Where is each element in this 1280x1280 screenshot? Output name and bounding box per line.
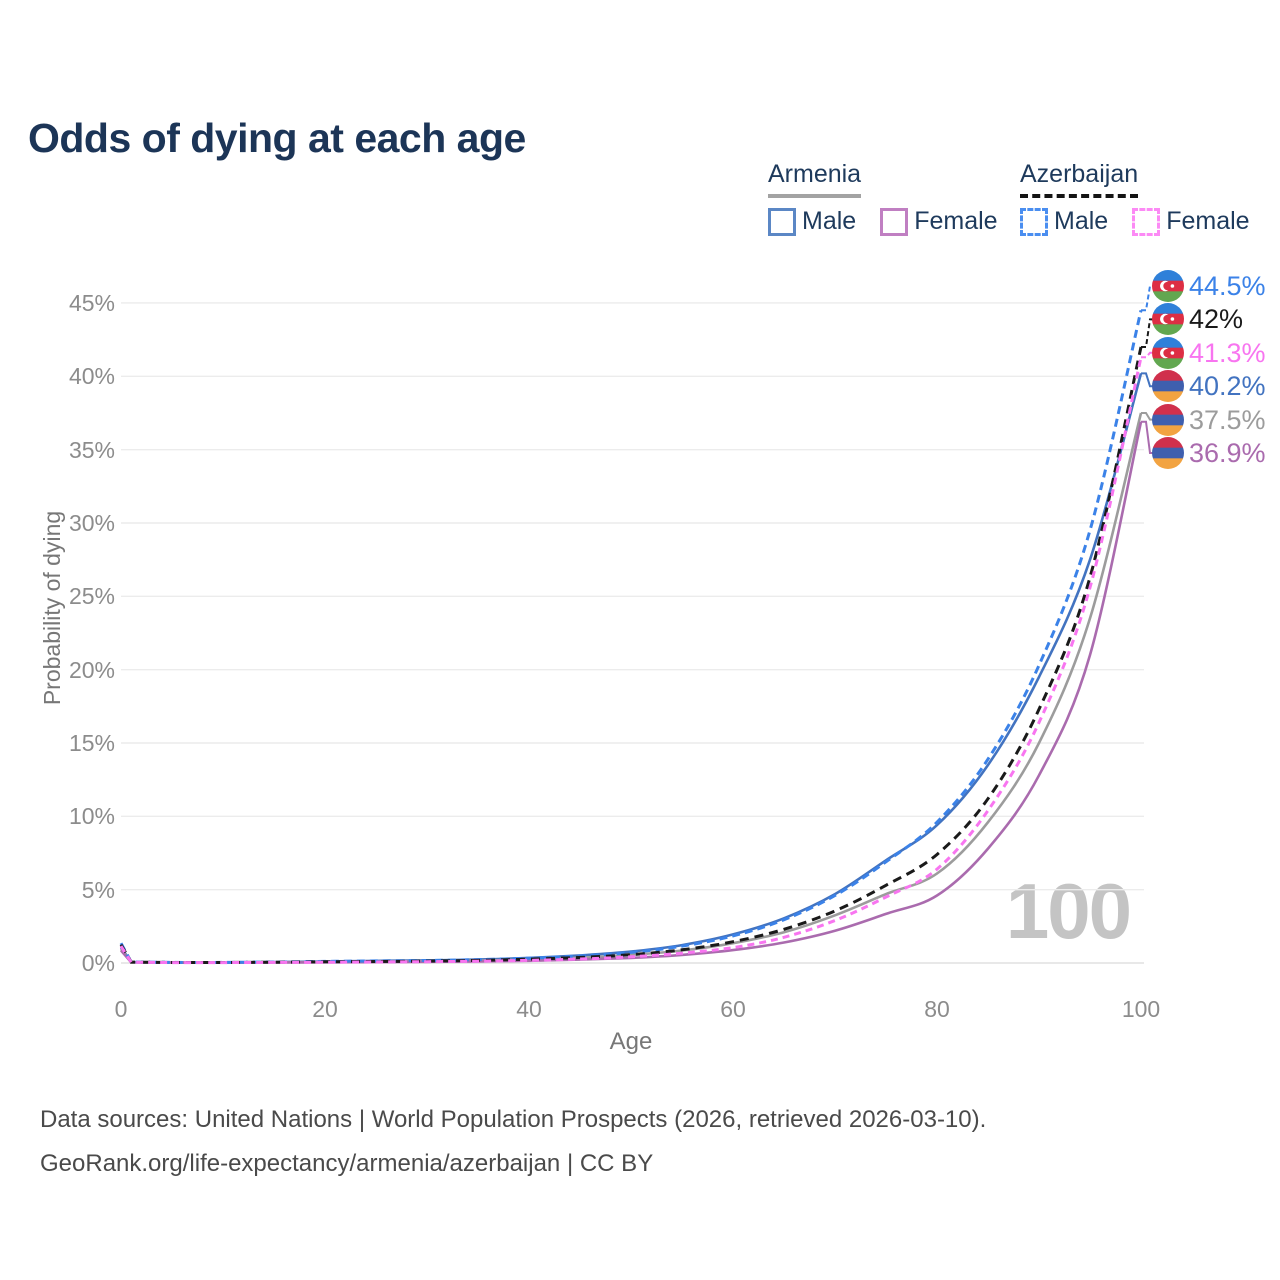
flag-azerbaijan-icon: [1152, 336, 1184, 369]
watermark-max-age: 100: [1005, 867, 1132, 955]
end-label-value: 42%: [1189, 304, 1244, 335]
flag-armenia-icon: [1152, 370, 1184, 403]
legend-swatch-armenia-male-icon: [768, 207, 796, 236]
y-tick-label: 15%: [68, 729, 115, 756]
legend-item-armenia-female[interactable]: Female: [880, 207, 998, 236]
y-tick-label: 5%: [81, 876, 115, 903]
legend-swatch-armenia-female-icon: [880, 207, 909, 236]
x-axis-title: Age: [609, 1028, 653, 1055]
end-label-armenia-both: 37.5%: [1152, 403, 1266, 436]
legend-item-label: Female: [1166, 207, 1250, 235]
end-label-connector-armenia-male: [1141, 372, 1154, 388]
legend-items-armenia: Male Female: [768, 207, 998, 236]
flag-armenia-icon: [1152, 403, 1184, 436]
legend-group-azerbaijan: Azerbaijan Male Female: [1020, 160, 1250, 236]
y-tick-label: 30%: [68, 509, 115, 536]
flag-azerbaijan-icon: [1152, 303, 1184, 336]
legend-swatch-azerbaijan-female-icon: [1132, 207, 1161, 236]
series-line-azerbaijan-both[interactable]: [119, 346, 1143, 964]
legend-group-armenia: Armenia Male Female: [768, 160, 998, 236]
end-label-azerbaijan-both: 42%: [1152, 303, 1244, 336]
end-label-connector-azerbaijan-female: [1141, 351, 1154, 359]
x-tick-label: 40: [516, 996, 542, 1022]
end-label-value: 41.3%: [1189, 337, 1266, 368]
y-tick-label: 25%: [68, 583, 115, 610]
end-label-connector-armenia-both: [1141, 412, 1154, 421]
y-tick-label: 45%: [68, 289, 115, 316]
footer-attribution: GeoRank.org/life-expectancy/armenia/azer…: [40, 1150, 654, 1177]
end-label-azerbaijan-male: 44.5%: [1152, 270, 1266, 302]
legend-item-label: Male: [802, 207, 857, 235]
y-tick-label: 0%: [81, 950, 115, 976]
footer: Data sources: United Nations | World Pop…: [40, 1106, 986, 1194]
y-tick-label: 20%: [68, 656, 115, 683]
x-tick-label: 80: [924, 996, 950, 1022]
end-label-connector-azerbaijan-male: [1141, 285, 1154, 312]
series-line-azerbaijan-male[interactable]: [119, 309, 1143, 964]
flag-azerbaijan-icon: [1152, 270, 1184, 302]
legend-group-title-armenia[interactable]: Armenia: [768, 160, 862, 198]
series-line-armenia-male[interactable]: [119, 373, 1143, 964]
end-label-connector-azerbaijan-both: [1141, 318, 1154, 348]
legend-item-azerbaijan-male[interactable]: Male: [1020, 207, 1108, 236]
y-axis-title: Probability of dying: [39, 510, 65, 706]
series-line-armenia-female[interactable]: [120, 421, 1143, 964]
legend-items-azerbaijan: Male Female: [1020, 207, 1250, 236]
legend-item-armenia-male[interactable]: Male: [768, 207, 856, 236]
footer-data-sources: Data sources: United Nations | World Pop…: [40, 1106, 987, 1133]
end-label-value: 44.5%: [1189, 271, 1266, 301]
y-tick-label: 10%: [68, 803, 115, 830]
legend-group-title-azerbaijan[interactable]: Azerbaijan: [1020, 160, 1139, 198]
end-label-armenia-female: 36.9%: [1152, 437, 1266, 469]
y-tick-label: 40%: [68, 363, 115, 390]
page-title: Odds of dying at each age: [28, 115, 526, 162]
x-tick-label: 60: [720, 996, 746, 1022]
end-label-azerbaijan-female: 41.3%: [1152, 336, 1266, 369]
legend-item-label: Female: [914, 207, 998, 235]
end-label-value: 37.5%: [1189, 404, 1266, 435]
legend-item-label: Male: [1054, 207, 1109, 235]
x-tick-label: 20: [312, 996, 338, 1022]
legend-swatch-azerbaijan-male-icon: [1020, 207, 1048, 236]
flag-armenia-icon: [1152, 437, 1184, 469]
end-label-value: 40.2%: [1189, 371, 1266, 402]
series-line-armenia-both[interactable]: [119, 412, 1143, 964]
series-line-azerbaijan-female[interactable]: [119, 356, 1143, 965]
x-tick-label: 100: [1121, 996, 1161, 1022]
legend-item-azerbaijan-female[interactable]: Female: [1132, 207, 1250, 236]
end-label-value: 36.9%: [1189, 438, 1266, 468]
y-tick-label: 35%: [68, 436, 115, 463]
end-label-armenia-male: 40.2%: [1152, 370, 1266, 403]
x-tick-label: 0: [114, 996, 128, 1022]
